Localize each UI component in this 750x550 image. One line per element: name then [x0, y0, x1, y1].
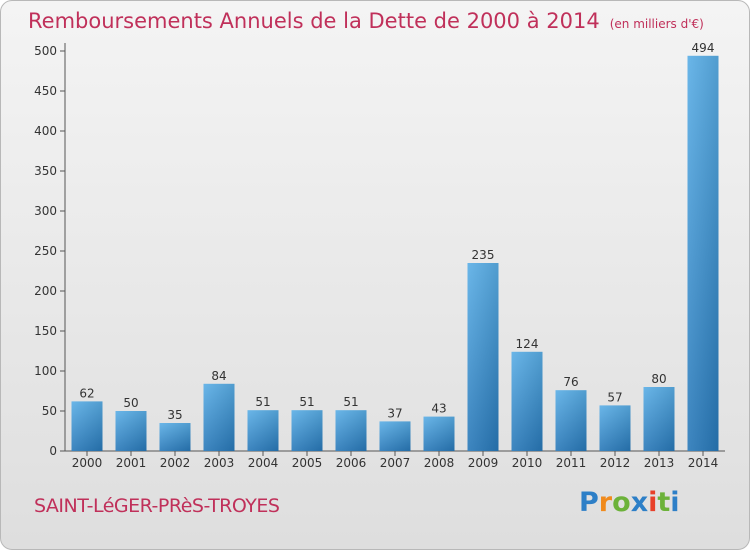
x-tick-label: 2009 [468, 456, 499, 470]
logo-letter: t [657, 487, 671, 518]
data-label: 84 [211, 369, 226, 383]
data-label: 76 [563, 375, 578, 389]
bar-shade [291, 410, 323, 451]
x-tick-label: 2006 [336, 456, 367, 470]
bar-shade [379, 421, 411, 451]
data-label: 43 [431, 402, 446, 416]
data-label: 57 [607, 390, 622, 404]
x-tick-label: 2012 [600, 456, 631, 470]
bar-shade [203, 383, 235, 451]
title-text: Remboursements Annuels de la Dette de 20… [28, 9, 600, 33]
chart-title: Remboursements Annuels de la Dette de 20… [28, 9, 704, 33]
data-label: 80 [651, 372, 666, 386]
logo-letter: i [670, 487, 680, 518]
data-label: 35 [167, 408, 182, 422]
bar-shade [687, 55, 719, 452]
data-label: 235 [472, 248, 495, 262]
x-tick-label: 2004 [248, 456, 279, 470]
x-tick-label: 2011 [556, 456, 587, 470]
y-tick-label: 300 [34, 204, 57, 218]
x-tick-label: 2001 [116, 456, 147, 470]
data-label: 51 [299, 395, 314, 409]
x-tick-label: 2003 [204, 456, 235, 470]
x-tick-label: 2008 [424, 456, 455, 470]
bar-shade [511, 351, 543, 451]
bar-shade [599, 405, 631, 451]
bar-shade [643, 387, 675, 451]
logo-letter: r [598, 487, 613, 518]
logo-letter: P [579, 487, 599, 518]
commune-name: SAINT-LéGER-PRèS-TROYES [34, 495, 280, 517]
y-tick-label: 250 [34, 244, 57, 258]
bar-shade [159, 423, 191, 451]
logo-letter: i [648, 487, 658, 518]
logo-letter: o [612, 487, 631, 518]
x-tick-label: 2000 [72, 456, 103, 470]
data-label: 50 [123, 396, 138, 410]
bar-shade [247, 410, 279, 451]
y-tick-label: 150 [34, 324, 57, 338]
x-tick-label: 2014 [688, 456, 719, 470]
unit-label: (en milliers d'€) [609, 17, 704, 31]
logo-letter: x [630, 487, 649, 518]
y-tick-label: 50 [42, 404, 57, 418]
y-tick-label: 100 [34, 364, 57, 378]
y-tick-label: 400 [34, 124, 57, 138]
x-tick-label: 2010 [512, 456, 543, 470]
bar-shade [71, 401, 103, 451]
bar-shade [555, 390, 587, 451]
bars-group [71, 55, 719, 452]
x-tick-label: 2013 [644, 456, 675, 470]
y-tick-label: 0 [49, 444, 57, 458]
data-label: 37 [387, 406, 402, 420]
bar-shade [335, 410, 367, 451]
y-tick-label: 200 [34, 284, 57, 298]
bar-shade [467, 263, 499, 451]
data-label: 124 [516, 337, 539, 351]
y-tick-label: 450 [34, 84, 57, 98]
proxiti-logo[interactable]: Proxiti [579, 487, 680, 518]
data-labels-group: 62 50 35 84 51 51 51 37 43 235 124 76 57 80 494 [79, 41, 714, 422]
y-axis: 0 50 100 150 200 250 300 350 400 450 500 [34, 43, 66, 458]
bar-shade [115, 411, 147, 451]
x-tick-label: 2005 [292, 456, 323, 470]
y-tick-label: 500 [34, 44, 57, 58]
x-tick-label: 2007 [380, 456, 411, 470]
x-axis: 2000 2001 2002 2003 2004 2005 2006 2007 2008 2009… [65, 450, 725, 470]
data-label: 51 [343, 395, 358, 409]
data-label: 494 [692, 41, 715, 55]
y-tick-label: 350 [34, 164, 57, 178]
bar-shade [423, 416, 455, 451]
data-label: 62 [79, 386, 94, 400]
x-tick-label: 2002 [160, 456, 191, 470]
data-label: 51 [255, 395, 270, 409]
